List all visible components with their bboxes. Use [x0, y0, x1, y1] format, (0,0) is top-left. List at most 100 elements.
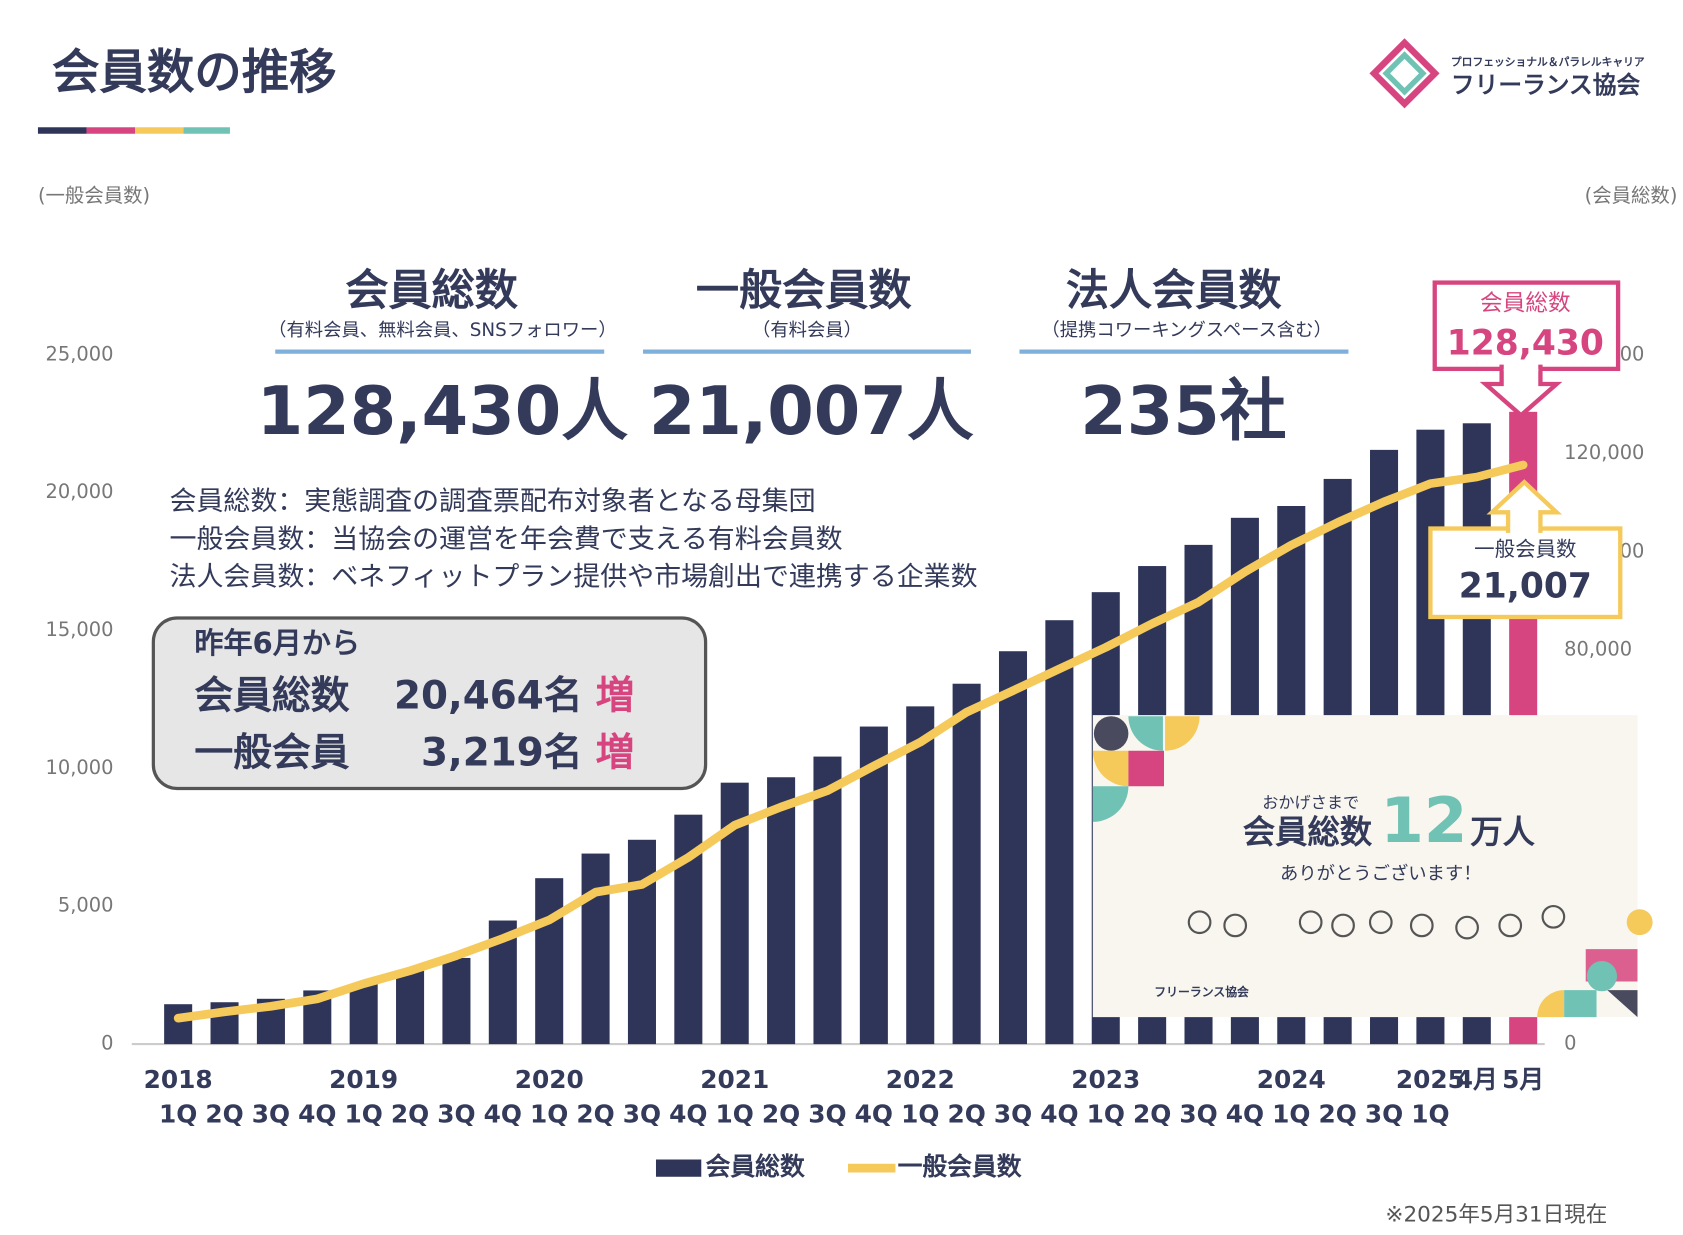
- definition: 一般会員数：当協会の運営を年会費で支える有料会員数: [170, 524, 843, 555]
- x-tick-label: 4Q: [855, 1099, 893, 1128]
- logo-sub: プロフェッショナル＆パラレルキャリア: [1451, 56, 1645, 69]
- x-year-label: 2019: [329, 1065, 398, 1094]
- x-tick-label: 4Q: [1226, 1099, 1264, 1128]
- x-tick-label: 2Q: [762, 1099, 800, 1128]
- stat-label: 一般会員数: [696, 266, 912, 316]
- legend-swatch: [655, 1159, 702, 1177]
- bar: [1045, 620, 1074, 1045]
- page-title: 会員数の推移: [52, 46, 337, 101]
- celebration-banner: おかげさまで 会員総数 12 万人 ありがとうございます！ フリーランス協会: [1092, 715, 1653, 1018]
- bar: [767, 777, 796, 1045]
- bar: [813, 756, 842, 1045]
- stat-label: 会員総数: [345, 266, 518, 316]
- increase-title: 昨年6月から: [194, 626, 360, 660]
- x-year-label: 2018: [144, 1065, 213, 1094]
- x-tick-label: 4Q: [1040, 1099, 1078, 1128]
- x-tick-label: 3Q: [623, 1099, 661, 1128]
- y-tick-label: 5,000: [58, 894, 114, 917]
- callout-value: 21,007: [1459, 566, 1592, 606]
- y-tick-label: 20,000: [46, 480, 114, 503]
- x-tick-label: 4Q: [298, 1099, 336, 1128]
- x-tick-label: 3Q: [1179, 1099, 1217, 1128]
- increase-value: 20,464名: [394, 673, 583, 718]
- y-tick-label: 15,000: [46, 618, 114, 641]
- y2-tick-label: 0: [1564, 1032, 1576, 1055]
- y2-axis-title: (会員総数): [1585, 184, 1678, 207]
- y2-tick-label: 80,000: [1564, 638, 1632, 661]
- stat-note: （提携コワーキングスペース含む）: [1041, 320, 1332, 341]
- x-tick-label: 4Q: [484, 1099, 522, 1128]
- stats: 会員総数 （有料会員、無料会員、SNSフォロワー） 128,430人 一般会員数…: [257, 266, 1349, 450]
- callout-value: 128,430: [1447, 324, 1604, 364]
- y-tick-label: 0: [101, 1032, 113, 1055]
- stat-label: 法人会員数: [1066, 266, 1282, 316]
- footnote: ※2025年5月31日現在: [1385, 1203, 1607, 1228]
- x-year-label: 4月: [1456, 1065, 1498, 1094]
- increase-label: 一般会員: [194, 731, 349, 776]
- line: [173, 460, 1528, 1023]
- x-tick-label: 1Q: [1411, 1099, 1449, 1128]
- x-tick-label: 3Q: [994, 1099, 1032, 1128]
- x-tick-label: 1Q: [901, 1099, 939, 1128]
- bar: [442, 957, 471, 1045]
- x-year-label: 2024: [1257, 1065, 1326, 1094]
- x-tick-label: 2Q: [391, 1099, 429, 1128]
- x-tick-label: 2Q: [947, 1099, 985, 1128]
- bar: [535, 878, 564, 1045]
- x-tick-label: 1Q: [1272, 1099, 1310, 1128]
- x-tick-label: 3Q: [252, 1099, 290, 1128]
- x-year-label: 2022: [886, 1065, 955, 1094]
- bar: [859, 726, 888, 1045]
- callout-label: 一般会員数: [1474, 537, 1576, 561]
- banner-unit: 万人: [1470, 813, 1535, 851]
- increase-tag: 増: [596, 731, 635, 776]
- x-tick-label: 3Q: [808, 1099, 846, 1128]
- x-tick-label: 1Q: [530, 1099, 568, 1128]
- stat-value: 235社: [1080, 372, 1286, 450]
- increase-tag: 増: [596, 673, 635, 718]
- bar: [164, 1004, 193, 1045]
- bar: [581, 853, 610, 1045]
- callout-total: 会員総数 128,430: [1432, 280, 1621, 419]
- y2-tick-label: 120,000: [1564, 441, 1644, 464]
- x-year-label: 2021: [700, 1065, 769, 1094]
- x-tick-label: 2Q: [1133, 1099, 1171, 1128]
- legend-label: 一般会員数: [898, 1152, 1022, 1181]
- banner-thanks: ありがとうございます！: [1280, 863, 1482, 885]
- callout-label: 会員総数: [1480, 291, 1571, 317]
- bar: [349, 984, 378, 1045]
- banner-label: 会員総数: [1243, 813, 1373, 851]
- x-year-label: 2025: [1396, 1065, 1465, 1094]
- increase-box: 昨年6月から 会員総数 20,464名 増 一般会員 3,219名 増: [151, 616, 708, 791]
- x-tick-label: 1Q: [1087, 1099, 1125, 1128]
- banner-number: 12: [1380, 784, 1467, 857]
- banner-pre: おかげさまで: [1262, 793, 1359, 812]
- x-tick-label: 3Q: [437, 1099, 475, 1128]
- x-year-label: 5月: [1502, 1065, 1544, 1094]
- x-tick-label: 1Q: [716, 1099, 754, 1128]
- bar: [998, 651, 1028, 1045]
- stat-note: （有料会員）: [752, 320, 862, 341]
- increase-value: 3,219名: [421, 731, 583, 776]
- y-tick-label: 25,000: [46, 342, 114, 365]
- y-tick-label: 10,000: [46, 756, 114, 779]
- x-tick-label: 1Q: [345, 1099, 383, 1128]
- x-tick-label: 1Q: [159, 1099, 197, 1128]
- logo-name: フリーランス協会: [1451, 71, 1641, 99]
- logo: プロフェッショナル＆パラレルキャリア フリーランス協会: [1369, 38, 1645, 109]
- x-tick-label: 3Q: [1365, 1099, 1403, 1128]
- banner-logo: フリーランス協会: [1154, 985, 1249, 999]
- bar: [906, 706, 935, 1045]
- title-underline: [37, 127, 230, 134]
- definition: 法人会員数：ベネフィットプラン提供や市場創出で連携する企業数: [170, 562, 978, 593]
- x-year-label: 2023: [1071, 1065, 1140, 1094]
- definition: 会員総数：実態調査の調査票配布対象者となる母集団: [170, 486, 816, 517]
- y-axis-title: (一般会員数): [38, 184, 150, 207]
- legend: 会員総数 一般会員数: [655, 1152, 1022, 1181]
- stat-value: 21,007人: [649, 372, 974, 450]
- bar: [627, 839, 656, 1045]
- legend-label: 会員総数: [706, 1152, 805, 1181]
- stat-note: （有料会員、無料会員、SNSフォロワー）: [268, 320, 617, 341]
- x-tick-label: 2Q: [205, 1099, 243, 1128]
